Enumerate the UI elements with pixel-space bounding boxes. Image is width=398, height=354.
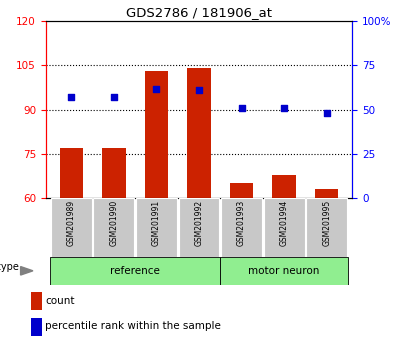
Bar bbox=[315, 189, 338, 198]
FancyBboxPatch shape bbox=[51, 198, 92, 257]
Text: GSM201993: GSM201993 bbox=[237, 200, 246, 246]
FancyBboxPatch shape bbox=[264, 198, 304, 257]
Point bbox=[111, 95, 117, 100]
Text: GSM201991: GSM201991 bbox=[152, 200, 161, 246]
Point bbox=[196, 87, 202, 93]
Text: cell type: cell type bbox=[0, 262, 19, 273]
FancyBboxPatch shape bbox=[136, 198, 177, 257]
Text: reference: reference bbox=[110, 266, 160, 276]
FancyBboxPatch shape bbox=[94, 198, 134, 257]
FancyBboxPatch shape bbox=[50, 257, 220, 285]
Point bbox=[153, 86, 160, 91]
Point bbox=[68, 95, 74, 100]
FancyBboxPatch shape bbox=[221, 198, 262, 257]
Point bbox=[238, 105, 245, 111]
FancyBboxPatch shape bbox=[179, 198, 219, 257]
FancyBboxPatch shape bbox=[306, 198, 347, 257]
Text: GSM201992: GSM201992 bbox=[195, 200, 203, 246]
Point bbox=[281, 105, 287, 111]
Polygon shape bbox=[21, 267, 33, 275]
Text: percentile rank within the sample: percentile rank within the sample bbox=[45, 321, 221, 331]
Bar bbox=[31, 318, 41, 336]
Bar bbox=[187, 68, 211, 198]
Text: count: count bbox=[45, 296, 75, 306]
FancyBboxPatch shape bbox=[220, 257, 348, 285]
Point bbox=[324, 110, 330, 116]
Bar bbox=[31, 292, 41, 310]
Text: GSM201989: GSM201989 bbox=[67, 200, 76, 246]
Text: motor neuron: motor neuron bbox=[248, 266, 320, 276]
Bar bbox=[272, 175, 296, 198]
Title: GDS2786 / 181906_at: GDS2786 / 181906_at bbox=[126, 6, 272, 19]
Bar bbox=[145, 72, 168, 198]
Bar bbox=[102, 148, 126, 198]
Text: GSM201994: GSM201994 bbox=[280, 200, 289, 246]
Bar bbox=[230, 183, 253, 198]
Text: GSM201990: GSM201990 bbox=[109, 200, 118, 246]
Text: GSM201995: GSM201995 bbox=[322, 200, 331, 246]
Bar bbox=[60, 148, 83, 198]
